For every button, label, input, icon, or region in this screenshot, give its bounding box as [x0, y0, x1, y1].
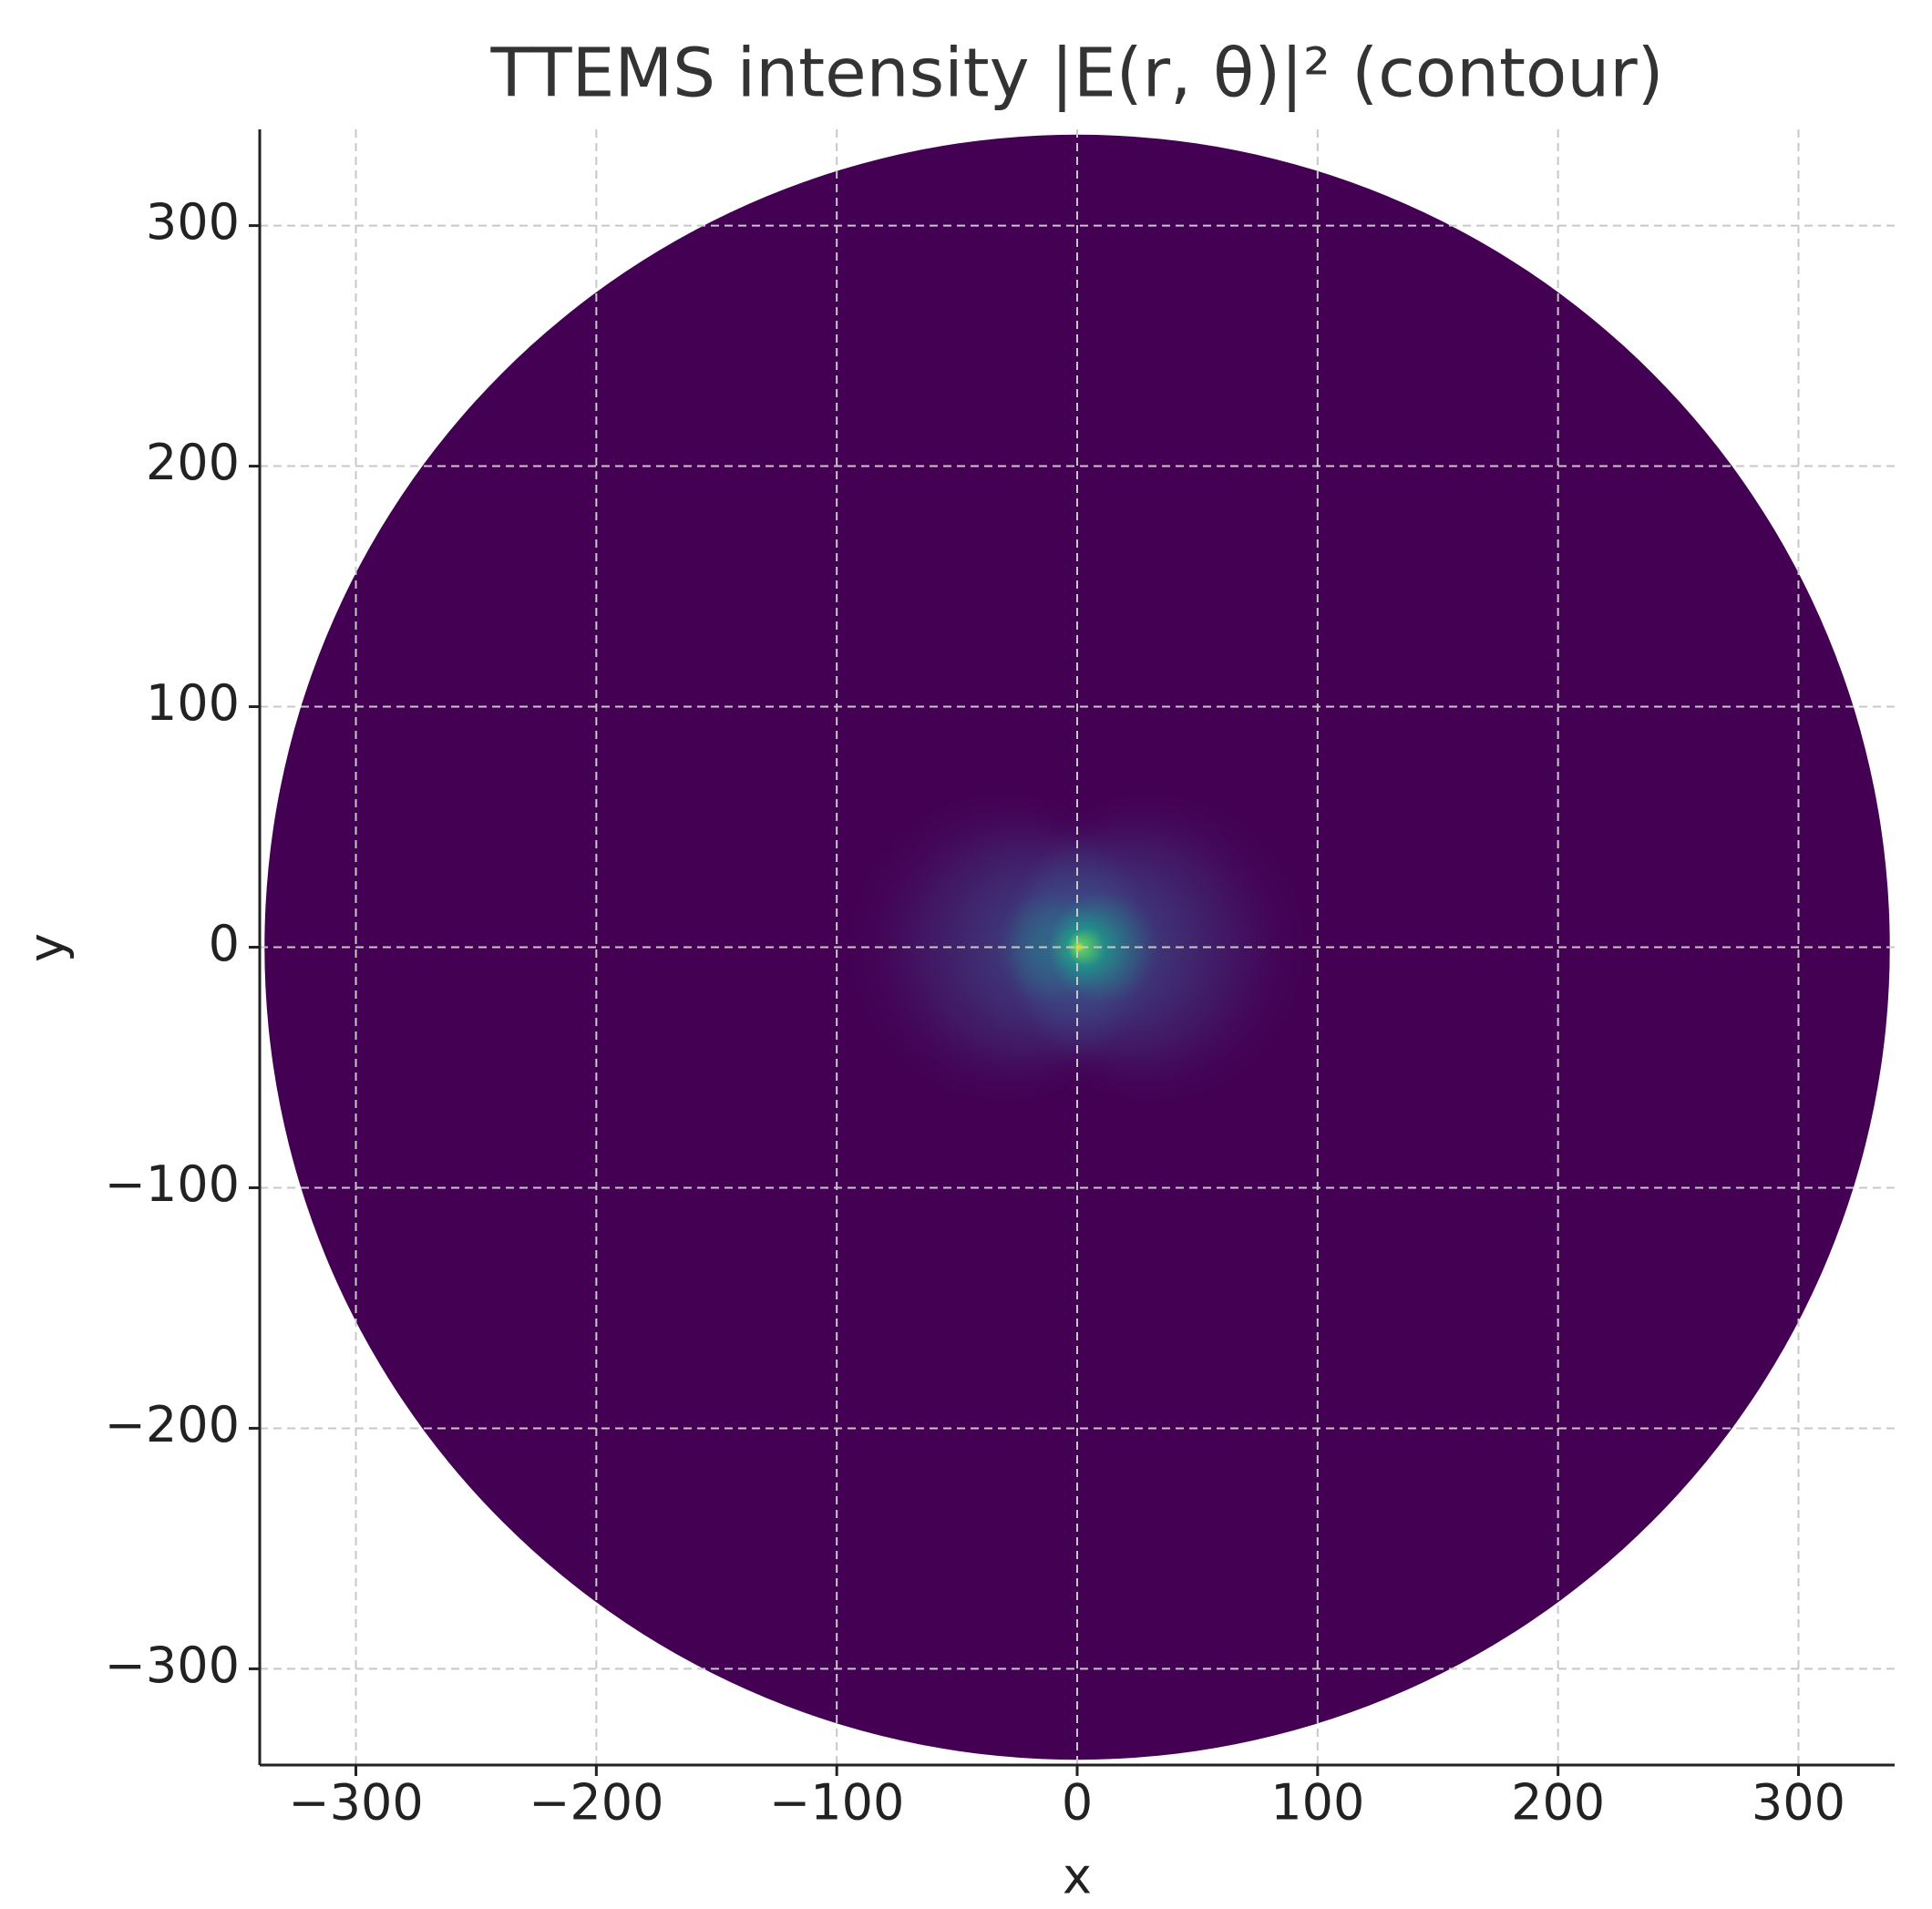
x-tick-label: 100 — [1270, 1774, 1364, 1832]
x-axis-label: x — [1063, 1848, 1092, 1905]
plot-area — [264, 134, 1890, 1760]
y-axis-label: y — [18, 933, 76, 962]
x-tick-label: −100 — [769, 1774, 904, 1832]
x-tick-label: 300 — [1752, 1774, 1845, 1832]
y-tick-label: −100 — [105, 1155, 240, 1213]
y-tick-label: −300 — [105, 1637, 240, 1694]
x-tick-label: −300 — [288, 1774, 423, 1832]
y-tick-label: 100 — [146, 674, 240, 732]
y-tick-label: 0 — [209, 915, 240, 972]
chart-title: TTEMS intensity |E(r, θ)|² (contour) — [489, 35, 1663, 113]
x-tick-label: 200 — [1511, 1774, 1605, 1832]
y-tick-label: 200 — [146, 434, 240, 491]
y-tick-label: −200 — [105, 1396, 240, 1453]
overlay: −300 −200 −100 0 100 200 300 −300 −200 −100 0 100 20… — [105, 129, 1895, 1832]
x-tick-label: 0 — [1062, 1774, 1093, 1832]
y-tick-label: 300 — [146, 193, 240, 251]
x-tick-label: −200 — [529, 1774, 663, 1832]
